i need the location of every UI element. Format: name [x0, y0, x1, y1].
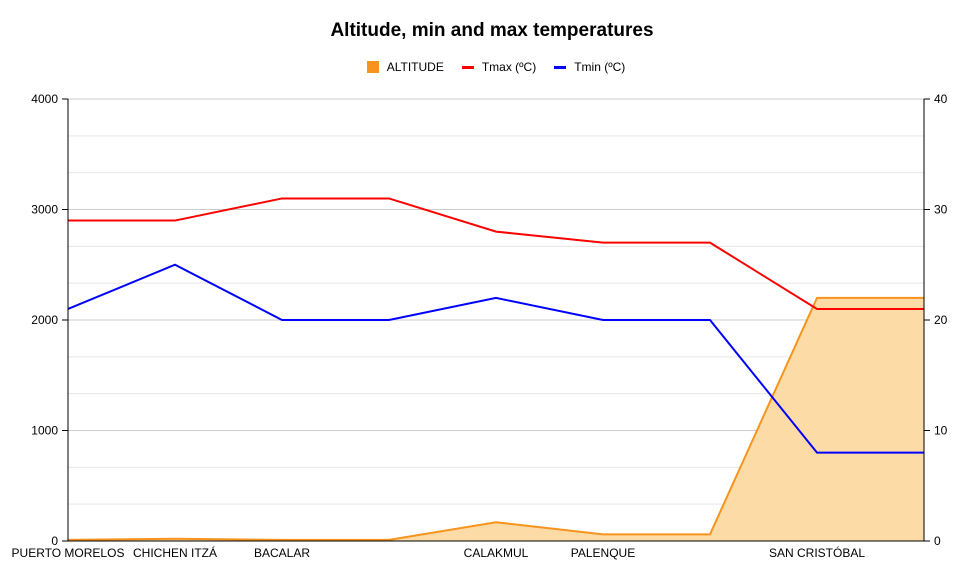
x-tick-label: CALAKMUL — [464, 546, 529, 560]
legend-label: Tmax (ºC) — [481, 60, 537, 74]
legend-item[interactable]: Tmin (ºC) — [554, 60, 625, 74]
left-tick-label: 0 — [51, 534, 58, 548]
x-tick-label: CHICHEN ITZÁ — [133, 545, 217, 560]
series-line-1 — [68, 197, 924, 310]
legend-item[interactable]: Tmax (ºC) — [461, 60, 537, 74]
right-tick-label: 30 — [934, 203, 948, 217]
legend-label: ALTITUDE — [386, 60, 444, 74]
chart-title: Altitude, min and max temperatures — [330, 20, 654, 41]
legend-swatch — [366, 61, 379, 73]
right-tick-label: 10 — [934, 424, 948, 438]
legend-label: Tmin (ºC) — [574, 60, 626, 74]
legend-swatch — [461, 65, 474, 69]
altitude-area — [68, 297, 924, 541]
left-tick-label: 4000 — [31, 92, 58, 106]
legend-swatch — [554, 65, 567, 69]
left-tick-label: 2000 — [31, 313, 58, 327]
x-tick-label: PALENQUE — [571, 546, 635, 560]
right-tick-label: 20 — [934, 313, 948, 327]
legend-item[interactable]: ALTITUDE — [366, 60, 444, 74]
x-tick-label: PUERTO MORELOS — [12, 546, 125, 560]
right-tick-label: 0 — [934, 534, 941, 548]
left-tick-label: 3000 — [31, 203, 58, 217]
right-tick-label: 40 — [934, 92, 948, 106]
legend: ALTITUDE Tmax (ºC) Tmin (ºC) — [0, 60, 956, 74]
x-tick-label: SAN CRISTÓBAL — [769, 545, 865, 560]
x-tick-label: BACALAR — [254, 546, 310, 560]
left-tick-label: 1000 — [31, 424, 58, 438]
